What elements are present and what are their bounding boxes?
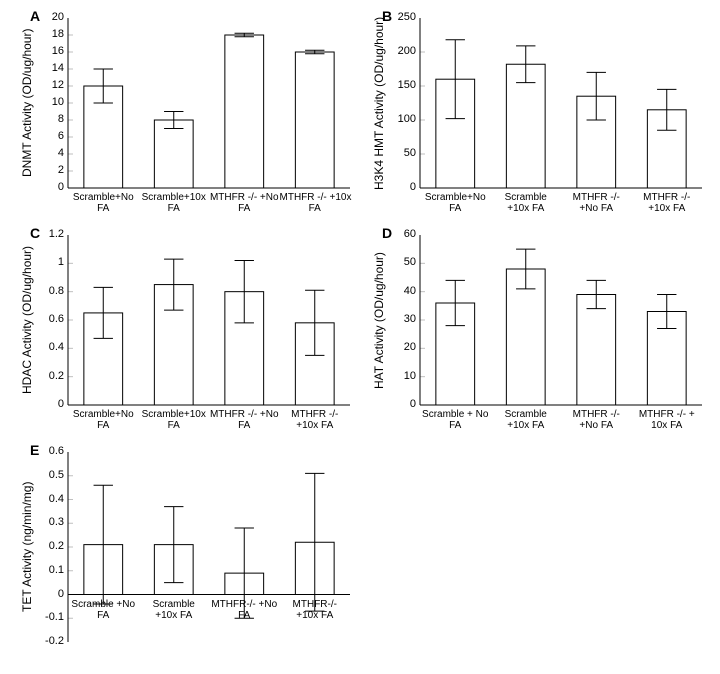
category-label-c-3: MTHFR -/- +10x FA	[280, 409, 351, 431]
ytick-a: 10	[52, 96, 64, 108]
category-label-e-3: MTHFR-/- +10x FA	[280, 599, 351, 621]
ytick-e: -0.1	[45, 611, 64, 623]
category-label-a-3: MTHFR -/- +10x FA	[280, 192, 351, 214]
category-label-b-2: MTHFR -/- +No FA	[561, 192, 632, 214]
ytick-a: 12	[52, 79, 64, 91]
category-label-a-2: MTHFR -/- +No FA	[209, 192, 280, 214]
category-label-b-1: Scramble +10x FA	[491, 192, 562, 214]
category-label-b-0: Scramble+No FA	[420, 192, 491, 214]
ytick-b: 200	[398, 45, 416, 57]
ylabel-d: HAT Activity (OD/ug/hour)	[372, 252, 386, 389]
ytick-a: 2	[58, 164, 64, 176]
ytick-e: 0.6	[49, 445, 64, 457]
bar-d-1	[506, 269, 545, 405]
ytick-b: 100	[398, 113, 416, 125]
ytick-a: 18	[52, 28, 64, 40]
ytick-d: 20	[404, 341, 416, 353]
ylabel-a: DNMT Activity (OD/ug/hour)	[20, 29, 34, 177]
ytick-d: 40	[404, 285, 416, 297]
ytick-e: 0.3	[49, 516, 64, 528]
ytick-c: 1.2	[49, 228, 64, 240]
ytick-d: 30	[404, 313, 416, 325]
bar-a-1	[154, 120, 193, 188]
ytick-a: 6	[58, 130, 64, 142]
ytick-e: 0.2	[49, 540, 64, 552]
ytick-b: 150	[398, 79, 416, 91]
ylabel-e: TET Activity (ng/min/mg)	[20, 482, 34, 612]
ytick-c: 0.8	[49, 285, 64, 297]
ytick-d: 10	[404, 370, 416, 382]
ytick-c: 1	[58, 256, 64, 268]
ytick-a: 20	[52, 11, 64, 23]
category-label-c-0: Scramble+No FA	[68, 409, 139, 431]
category-label-e-0: Scramble +No FA	[68, 599, 139, 621]
ytick-a: 8	[58, 113, 64, 125]
category-label-c-1: Scramble+10x FA	[139, 409, 210, 431]
bar-a-3	[295, 52, 334, 188]
ytick-a: 4	[58, 147, 64, 159]
ytick-a: 0	[58, 181, 64, 193]
ytick-c: 0.2	[49, 370, 64, 382]
ytick-b: 50	[404, 147, 416, 159]
figure: ADNMT Activity (OD/ug/hour)0246810121416…	[0, 0, 720, 674]
plot-c	[68, 235, 350, 405]
panel-label-d: D	[382, 225, 392, 241]
bar-a-2	[225, 35, 264, 188]
ytick-b: 250	[398, 11, 416, 23]
ytick-c: 0.6	[49, 313, 64, 325]
ytick-c: 0.4	[49, 341, 64, 353]
category-label-a-1: Scramble+10x FA	[139, 192, 210, 214]
ytick-a: 16	[52, 45, 64, 57]
ytick-d: 50	[404, 256, 416, 268]
plot-d	[420, 235, 702, 405]
ylabel-b: H3K4 HMT Activity (OD/ug/hour)	[372, 16, 386, 189]
category-label-d-3: MTHFR -/- + 10x FA	[632, 409, 703, 431]
category-label-d-2: MTHFR -/- +No FA	[561, 409, 632, 431]
ytick-e: -0.2	[45, 635, 64, 647]
category-label-b-3: MTHFR -/- +10x FA	[632, 192, 703, 214]
ytick-e: 0.5	[49, 469, 64, 481]
ytick-e: 0.1	[49, 564, 64, 576]
panel-label-e: E	[30, 442, 39, 458]
plot-b	[420, 18, 702, 188]
ytick-a: 14	[52, 62, 64, 74]
ytick-c: 0	[58, 398, 64, 410]
bar-d-2	[577, 295, 616, 406]
ytick-e: 0.4	[49, 493, 64, 505]
ytick-d: 0	[410, 398, 416, 410]
category-label-d-0: Scramble + No FA	[420, 409, 491, 431]
ylabel-c: HDAC Activity (OD/ug/hour)	[20, 246, 34, 394]
category-label-c-2: MTHFR -/- +No FA	[209, 409, 280, 431]
panel-label-c: C	[30, 225, 40, 241]
category-label-e-2: MTHFR-/- +No FA	[209, 599, 280, 621]
category-label-e-1: Scramble +10x FA	[139, 599, 210, 621]
ytick-e: 0	[58, 588, 64, 600]
plot-a	[68, 18, 350, 188]
ytick-b: 0	[410, 181, 416, 193]
ytick-d: 60	[404, 228, 416, 240]
category-label-a-0: Scramble+No FA	[68, 192, 139, 214]
panel-label-a: A	[30, 8, 40, 24]
category-label-d-1: Scramble +10x FA	[491, 409, 562, 431]
